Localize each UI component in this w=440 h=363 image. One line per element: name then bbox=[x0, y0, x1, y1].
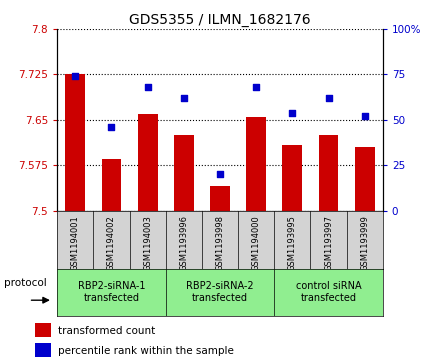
Bar bbox=[282, 145, 302, 211]
Point bbox=[180, 95, 187, 101]
Text: GSM1194003: GSM1194003 bbox=[143, 215, 152, 271]
Text: control siRNA
transfected: control siRNA transfected bbox=[296, 281, 361, 303]
Text: RBP2-siRNA-1
transfected: RBP2-siRNA-1 transfected bbox=[78, 281, 145, 303]
Text: GSM1193996: GSM1193996 bbox=[180, 215, 188, 271]
Text: GSM1193997: GSM1193997 bbox=[324, 215, 333, 271]
Point bbox=[72, 73, 79, 79]
Bar bbox=[355, 147, 375, 211]
Text: GSM1193995: GSM1193995 bbox=[288, 215, 297, 271]
Text: protocol: protocol bbox=[4, 278, 47, 288]
Bar bbox=[319, 135, 338, 211]
Title: GDS5355 / ILMN_1682176: GDS5355 / ILMN_1682176 bbox=[129, 13, 311, 26]
Text: GSM1194002: GSM1194002 bbox=[107, 215, 116, 271]
Text: GSM1194001: GSM1194001 bbox=[71, 215, 80, 271]
Text: transformed count: transformed count bbox=[59, 326, 156, 336]
Text: percentile rank within the sample: percentile rank within the sample bbox=[59, 346, 235, 356]
Point bbox=[216, 171, 224, 177]
Point bbox=[253, 84, 260, 90]
Text: GSM1194000: GSM1194000 bbox=[252, 215, 260, 271]
Bar bbox=[35, 343, 51, 357]
Point bbox=[325, 95, 332, 101]
Point bbox=[108, 124, 115, 130]
Bar bbox=[102, 159, 121, 211]
Bar bbox=[35, 323, 51, 338]
Bar bbox=[138, 114, 158, 211]
Text: RBP2-siRNA-2
transfected: RBP2-siRNA-2 transfected bbox=[186, 281, 254, 303]
Text: GSM1193998: GSM1193998 bbox=[216, 215, 224, 271]
Bar bbox=[210, 186, 230, 211]
Point bbox=[361, 113, 368, 119]
Point bbox=[144, 84, 151, 90]
Bar bbox=[174, 135, 194, 211]
Bar bbox=[246, 117, 266, 211]
Text: GSM1193999: GSM1193999 bbox=[360, 215, 369, 271]
Point bbox=[289, 110, 296, 115]
Bar bbox=[66, 74, 85, 211]
